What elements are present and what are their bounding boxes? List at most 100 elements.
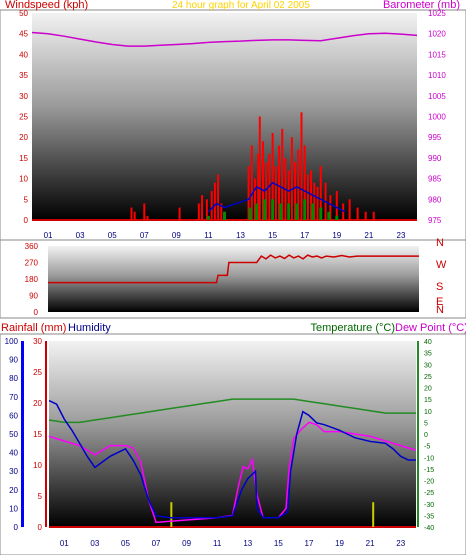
barometer-tick-label: 995: [428, 133, 442, 142]
windspeed-tick-label: 45: [19, 30, 28, 39]
windspeed-tick-label: 25: [19, 113, 28, 122]
humidity-tick-label: 20: [9, 486, 18, 495]
rainfall-tick-label: 25: [33, 368, 42, 377]
wind-baro-series: [31, 31, 418, 221]
windspeed-tick-labels: 0 5 10 15 20 25 30 35 40 45 50: [19, 9, 28, 225]
compass-label: N: [436, 304, 444, 316]
temperature-line: [48, 398, 416, 424]
rainfall-tick-label: 10: [33, 461, 42, 470]
bottom-x-tick-label: 13: [243, 539, 252, 548]
barometer-tick-label: 975: [428, 216, 442, 225]
bottom-x-tick-label: 11: [213, 539, 222, 548]
wind-baro-chart: Windspeed (kph) 24 hour graph for April …: [0, 0, 466, 241]
windspeed-tick-label: 40: [19, 50, 28, 59]
humidity-tick-labels: 0 10 20 30 40 50 60 70 80 90 100: [5, 337, 19, 532]
humidity-tick-label: 30: [9, 467, 18, 476]
wind-direction-plot-area: [48, 246, 419, 312]
barometer-tick-labels: 975 980 985 990 995 1000 1005 1010 1015 1020 1025: [428, 9, 446, 225]
temperature-axis-bar: [417, 341, 419, 527]
temperature-tick-label: 25: [424, 374, 432, 381]
windspeed-tick-label: 50: [19, 9, 28, 18]
windspeed-tick-label: 10: [19, 175, 28, 184]
wind-x-tick-label: 11: [204, 231, 213, 240]
temperature-tick-label: -5: [424, 444, 430, 451]
barometer-tick-label: 1005: [428, 92, 446, 101]
humidity-tick-label: 70: [9, 393, 18, 402]
rainfall-tick-label: 20: [33, 399, 42, 408]
bottom-x-tick-label: 19: [335, 539, 344, 548]
wind-x-tick-label: 07: [140, 231, 149, 240]
rainfall-axis-label: Rainfall (mm): [1, 322, 66, 334]
rainfall-tick-label: 30: [33, 337, 42, 346]
temperature-tick-label: 30: [424, 362, 432, 369]
wind-x-tick-label: 05: [108, 231, 117, 240]
humidity-tick-label: 90: [9, 356, 18, 365]
compass-label: W: [436, 259, 447, 271]
direction-tick-label: 180: [25, 275, 39, 284]
direction-tick-label: 90: [29, 292, 38, 301]
rainfall-axis-bar: [45, 341, 47, 527]
humidity-tick-label: 100: [5, 337, 19, 346]
windspeed-tick-label: 30: [19, 92, 28, 101]
temperature-tick-label: -15: [424, 467, 434, 474]
humidity-tick-label: 60: [9, 411, 18, 420]
wind-x-tick-label: 13: [236, 231, 245, 240]
wind-x-tick-label: 01: [44, 231, 53, 240]
windspeed-tick-label: 35: [19, 71, 28, 80]
bottom-x-tick-label: 23: [396, 539, 405, 548]
direction-tick-label: 0: [34, 308, 39, 317]
rainfall-tick-label: 5: [38, 492, 43, 501]
humidity-axis-bar: [21, 341, 24, 527]
wind-average-line: [207, 181, 346, 213]
barometer-tick-label: 1010: [428, 71, 446, 80]
bottom-x-tick-label: 01: [60, 539, 69, 548]
temperature-tick-labels: 40 35 30 25 20 15 10 5 0 -5 -10 -15 -20 -25 -30 -35 -40: [424, 339, 434, 532]
barometer-tick-label: 1000: [428, 113, 446, 122]
temperature-tick-label: 0: [424, 432, 428, 439]
temperature-tick-label: 35: [424, 351, 432, 358]
windspeed-axis-label: Windspeed (kph): [5, 0, 88, 11]
dew-point-line: [48, 421, 417, 524]
humidity-tick-label: 0: [14, 523, 19, 532]
bottom-x-tick-label: 05: [121, 539, 130, 548]
dew-point-axis-label: Dew Point (°C): [395, 322, 466, 334]
rain-humidity-temperature-chart: Rainfall (mm) Humidity Temperature (°C) …: [0, 322, 466, 556]
rainfall-tick-label: 0: [38, 523, 43, 532]
rainfall-tick-labels: 0 5 10 15 20 25 30: [33, 337, 42, 532]
wind-x-tick-label: 23: [397, 231, 406, 240]
bottom-x-tick-label: 21: [366, 539, 375, 548]
temperature-tick-label: 40: [424, 339, 432, 346]
humidity-tick-label: 80: [9, 374, 18, 383]
humidity-tick-label: 50: [9, 430, 18, 439]
direction-tick-label: 360: [25, 242, 39, 251]
bottom-x-tick-label: 15: [274, 539, 283, 548]
temperature-tick-label: 5: [424, 420, 428, 427]
wind-x-tick-label: 17: [300, 231, 309, 240]
compass-label: S: [436, 281, 443, 293]
humidity-tick-label: 40: [9, 449, 18, 458]
wind-x-tick-labels: 01 03 05 07 09 11 13 15 17 19 21 23: [44, 231, 406, 240]
bottom-x-tick-labels: 01 03 05 07 09 11 13 15 17 19 21 23: [60, 539, 406, 548]
wind-x-tick-label: 09: [172, 231, 181, 240]
chart-title: 24 hour graph for April 02 2005: [172, 0, 310, 11]
barometer-tick-label: 1015: [428, 50, 446, 59]
barometer-tick-label: 1020: [428, 30, 446, 39]
direction-tick-labels: 0 90 180 270 360: [25, 242, 39, 317]
windspeed-tick-label: 20: [19, 133, 28, 142]
direction-tick-label: 270: [25, 259, 39, 268]
wind-x-tick-label: 15: [268, 231, 277, 240]
bottom-x-tick-label: 09: [182, 539, 191, 548]
humidity-axis-label: Humidity: [68, 322, 111, 334]
temperature-tick-label: -20: [424, 479, 434, 486]
barometer-tick-label: 990: [428, 154, 442, 163]
temperature-tick-label: -40: [424, 525, 434, 532]
wind-x-tick-label: 19: [332, 231, 341, 240]
windspeed-tick-label: 0: [24, 216, 29, 225]
temperature-tick-label: -25: [424, 490, 434, 497]
wind-x-tick-label: 21: [364, 231, 373, 240]
rain-humidity-series: [48, 398, 417, 528]
temperature-tick-label: -35: [424, 513, 434, 520]
